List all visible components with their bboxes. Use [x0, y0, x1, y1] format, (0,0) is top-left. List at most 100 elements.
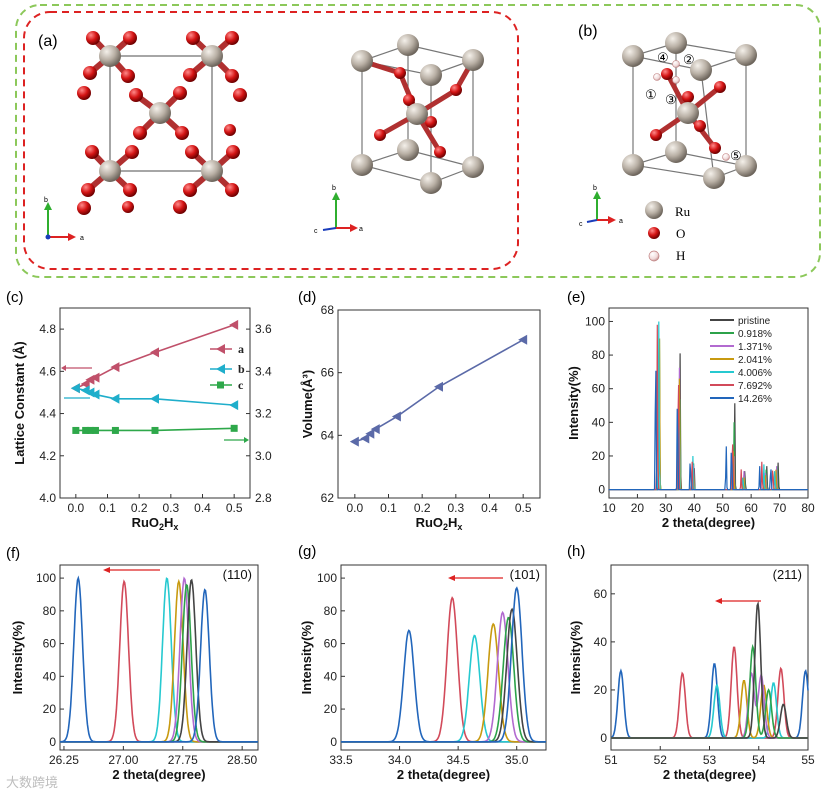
crystal-structure-a-top-view: b a [44, 31, 247, 242]
y-tick-label: 100 [317, 571, 337, 585]
crystal-structure-b: ④ ② ① ③ ⑤ b c a Ru O H [579, 32, 757, 263]
x-tick-label: 35.0 [505, 753, 529, 767]
chart-f-110-peak: 26.25 27.00 27.75 28.50 0 20 40 60 80 100 2 theta(… [10, 564, 259, 782]
panel-label-f: (f) [6, 545, 20, 562]
y-tick-label: 40 [43, 669, 57, 683]
x-tick-label: 26.25 [49, 753, 79, 767]
shift-arrowhead [715, 598, 722, 604]
marker-a [90, 372, 100, 383]
panel-label-a: (a) [38, 33, 58, 50]
x-axis-label: RuO2Hx [416, 515, 463, 532]
x-tick-label: 27.00 [108, 753, 138, 767]
x-axis-label: RuO2Hx [132, 515, 179, 532]
legend-label-14.26%: 14.26% [738, 394, 772, 405]
legend-label-0.918%: 0.918% [738, 329, 772, 340]
x-tick-label: 51 [604, 753, 618, 767]
plot-frame [340, 564, 547, 751]
x-tick-label: 0.1 [99, 501, 116, 515]
y2-tick-label: 3.6 [255, 322, 272, 336]
marker-b [110, 393, 120, 404]
crystal-structure-a-perspective: b c a [314, 34, 484, 235]
series-line-pristine [608, 353, 808, 491]
x-tick-label: 0.3 [162, 501, 179, 515]
y-tick-label: 4.6 [39, 364, 56, 378]
marker-c [151, 426, 159, 434]
axis-label-c-b: c [579, 221, 583, 228]
marker-c [72, 426, 80, 434]
marker-b [150, 393, 159, 404]
marker-a [110, 362, 120, 373]
x-tick-label: 80 [801, 501, 815, 515]
marker-volume [518, 334, 528, 345]
axis-label-b-b: b [593, 185, 597, 192]
x-tick-label: 0.2 [414, 501, 431, 515]
plot-frame [59, 564, 259, 751]
peak-curve-4.006% [60, 577, 258, 743]
marker-volume [349, 436, 359, 447]
y-tick-label: 4.8 [39, 322, 56, 336]
axis-arrowhead-left [61, 365, 66, 371]
y-axis-label: Intensity(%) [568, 621, 583, 695]
marker-b [70, 383, 80, 394]
axis-label-a-a1: a [80, 235, 84, 242]
marker-c [111, 426, 119, 434]
marker-volume [360, 433, 370, 444]
y2-tick-label: 3.2 [255, 407, 272, 421]
axis-label-b-a1: b [44, 197, 48, 204]
plot-frame [608, 307, 809, 499]
legend-o-label: O [676, 226, 685, 241]
legend-label-4.006%: 4.006% [738, 368, 772, 379]
x-tick-label: 27.75 [168, 753, 198, 767]
y-tick-label: 40 [594, 635, 608, 649]
legend-label-a: a [238, 342, 244, 356]
panel-label-c: (c) [6, 289, 24, 306]
marker-volume [434, 381, 443, 392]
plot-frame [337, 309, 541, 499]
y-tick-label: 60 [324, 637, 338, 651]
chart-title: (101) [510, 567, 540, 582]
site-label-1: ① [645, 87, 657, 102]
chart-g-101-peak: 33.5 34.0 34.5 35.0 0 20 40 60 80 100 2 theta(degr… [299, 564, 547, 782]
legend-label-7.692%: 7.692% [738, 381, 772, 392]
shift-arrowhead [448, 575, 455, 581]
legend-h-sphere [648, 250, 660, 262]
y-tick-label: 20 [324, 702, 338, 716]
y-tick-label: 66 [321, 366, 335, 380]
legend-label-2.041%: 2.041% [738, 355, 772, 366]
marker-volume [370, 424, 380, 435]
x-tick-label: 20 [631, 501, 645, 515]
legend-label-1.371%: 1.371% [738, 342, 772, 353]
y-axis-label: Intensity(%) [10, 621, 25, 695]
legend-ru-label: Ru [675, 204, 691, 219]
x-tick-label: 60 [744, 501, 758, 515]
marker-a [80, 379, 90, 389]
shift-arrowhead [103, 567, 110, 573]
x-tick-label: 10 [602, 501, 616, 515]
y2-tick-label: 3.4 [255, 364, 272, 378]
y-tick-label: 4.2 [39, 449, 56, 463]
x-tick-label: 0.3 [447, 501, 464, 515]
y-tick-label: 40 [592, 415, 606, 429]
x-tick-label: 53 [703, 753, 717, 767]
legend-o-sphere [648, 227, 660, 239]
y-tick-label: 20 [592, 449, 606, 463]
green-dashed-frame [15, 4, 821, 278]
chart-title: (110) [223, 567, 252, 582]
site-label-2: ② [683, 52, 695, 67]
y2-tick-label: 2.8 [255, 491, 272, 505]
x-axis-label: 2 theta(degree) [662, 515, 755, 530]
x-tick-label: 30 [659, 501, 673, 515]
marker-a [229, 319, 239, 330]
x-tick-label: 70 [773, 501, 787, 515]
x-tick-label: 0.4 [481, 501, 498, 515]
x-tick-label: 0.1 [380, 501, 397, 515]
legend-marker-a [216, 344, 225, 354]
x-tick-label: 0.5 [226, 501, 243, 515]
x-tick-label: 54 [752, 753, 766, 767]
marker-volume [391, 411, 401, 422]
chart-d-volume: 0.0 0.1 0.2 0.3 0.4 0.5 62 64 66 68 RuO2Hx Volume(Å… [300, 303, 541, 532]
peak-curve-7.692% [341, 596, 546, 743]
panel-label-h: (h) [567, 543, 585, 560]
y-tick-label: 0 [330, 735, 337, 749]
